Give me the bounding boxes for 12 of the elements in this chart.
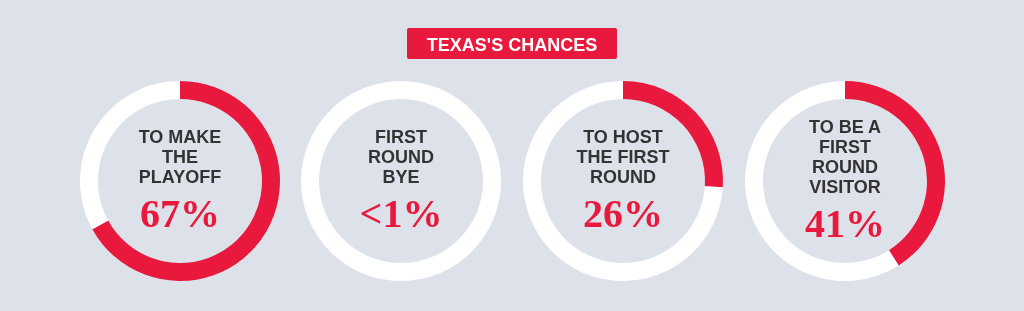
text: FIRST ROUND BYE [368,127,434,187]
text: TO BE A FIRST ROUND VISITOR [808,117,882,197]
text: 67% [140,191,220,236]
text: TO MAKE THE PLAYOFF [138,127,222,187]
text: <1% [359,191,443,236]
text: 26% [583,191,663,236]
donut-slice [745,81,899,281]
donut-slice [523,81,723,281]
text: TEXAS'S CHANCES [426,34,598,55]
text: TO HOST THE FIRST ROUND [576,127,670,187]
text: 41% [805,201,885,246]
donut-slice [92,81,280,281]
